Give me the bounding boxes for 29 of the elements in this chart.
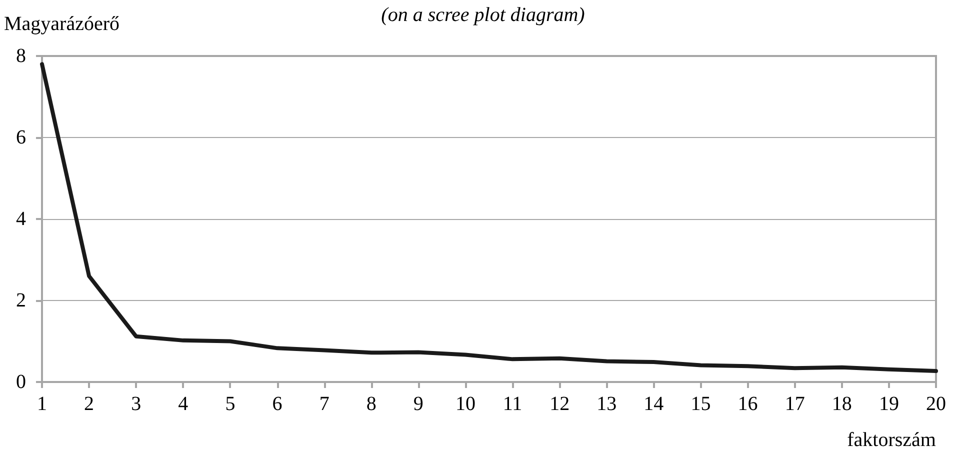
y-tick-label: 2 bbox=[16, 290, 26, 312]
x-tick-label: 1 bbox=[37, 393, 47, 415]
x-tick-label: 18 bbox=[832, 393, 852, 415]
x-tick-label: 19 bbox=[878, 393, 899, 415]
x-tick-label: 14 bbox=[644, 393, 664, 415]
x-tick-label: 16 bbox=[738, 393, 758, 415]
line-series bbox=[40, 62, 938, 373]
x-tick-label: 11 bbox=[502, 393, 522, 415]
x-tick-label: 17 bbox=[784, 393, 805, 415]
x-tick-label: 15 bbox=[690, 393, 711, 415]
y-tick-label: 8 bbox=[16, 45, 26, 67]
x-tick-label: 3 bbox=[131, 393, 142, 415]
x-tick-label: 9 bbox=[413, 393, 424, 415]
x-tick-label: 6 bbox=[272, 393, 282, 415]
x-tick-label: 7 bbox=[319, 393, 330, 415]
x-tick-label: 10 bbox=[455, 393, 476, 415]
x-tick-label: 20 bbox=[926, 393, 946, 415]
x-tick-label: 8 bbox=[366, 393, 376, 415]
x-tick-label: 2 bbox=[84, 393, 94, 415]
x-axis-title: faktorszám bbox=[847, 429, 936, 451]
y-tick-label: 0 bbox=[16, 371, 26, 393]
chart-subtitle: (on a scree plot diagram) bbox=[381, 4, 586, 26]
x-tick-label: 12 bbox=[550, 393, 570, 415]
y-axis-title: Magyarázóerő bbox=[4, 13, 120, 35]
y-tick-label: 6 bbox=[16, 126, 26, 148]
y-tick-label: 4 bbox=[16, 208, 26, 230]
x-tick-label: 4 bbox=[178, 393, 188, 415]
x-tick-label: 5 bbox=[225, 393, 236, 415]
x-tick-label: 13 bbox=[596, 393, 617, 415]
